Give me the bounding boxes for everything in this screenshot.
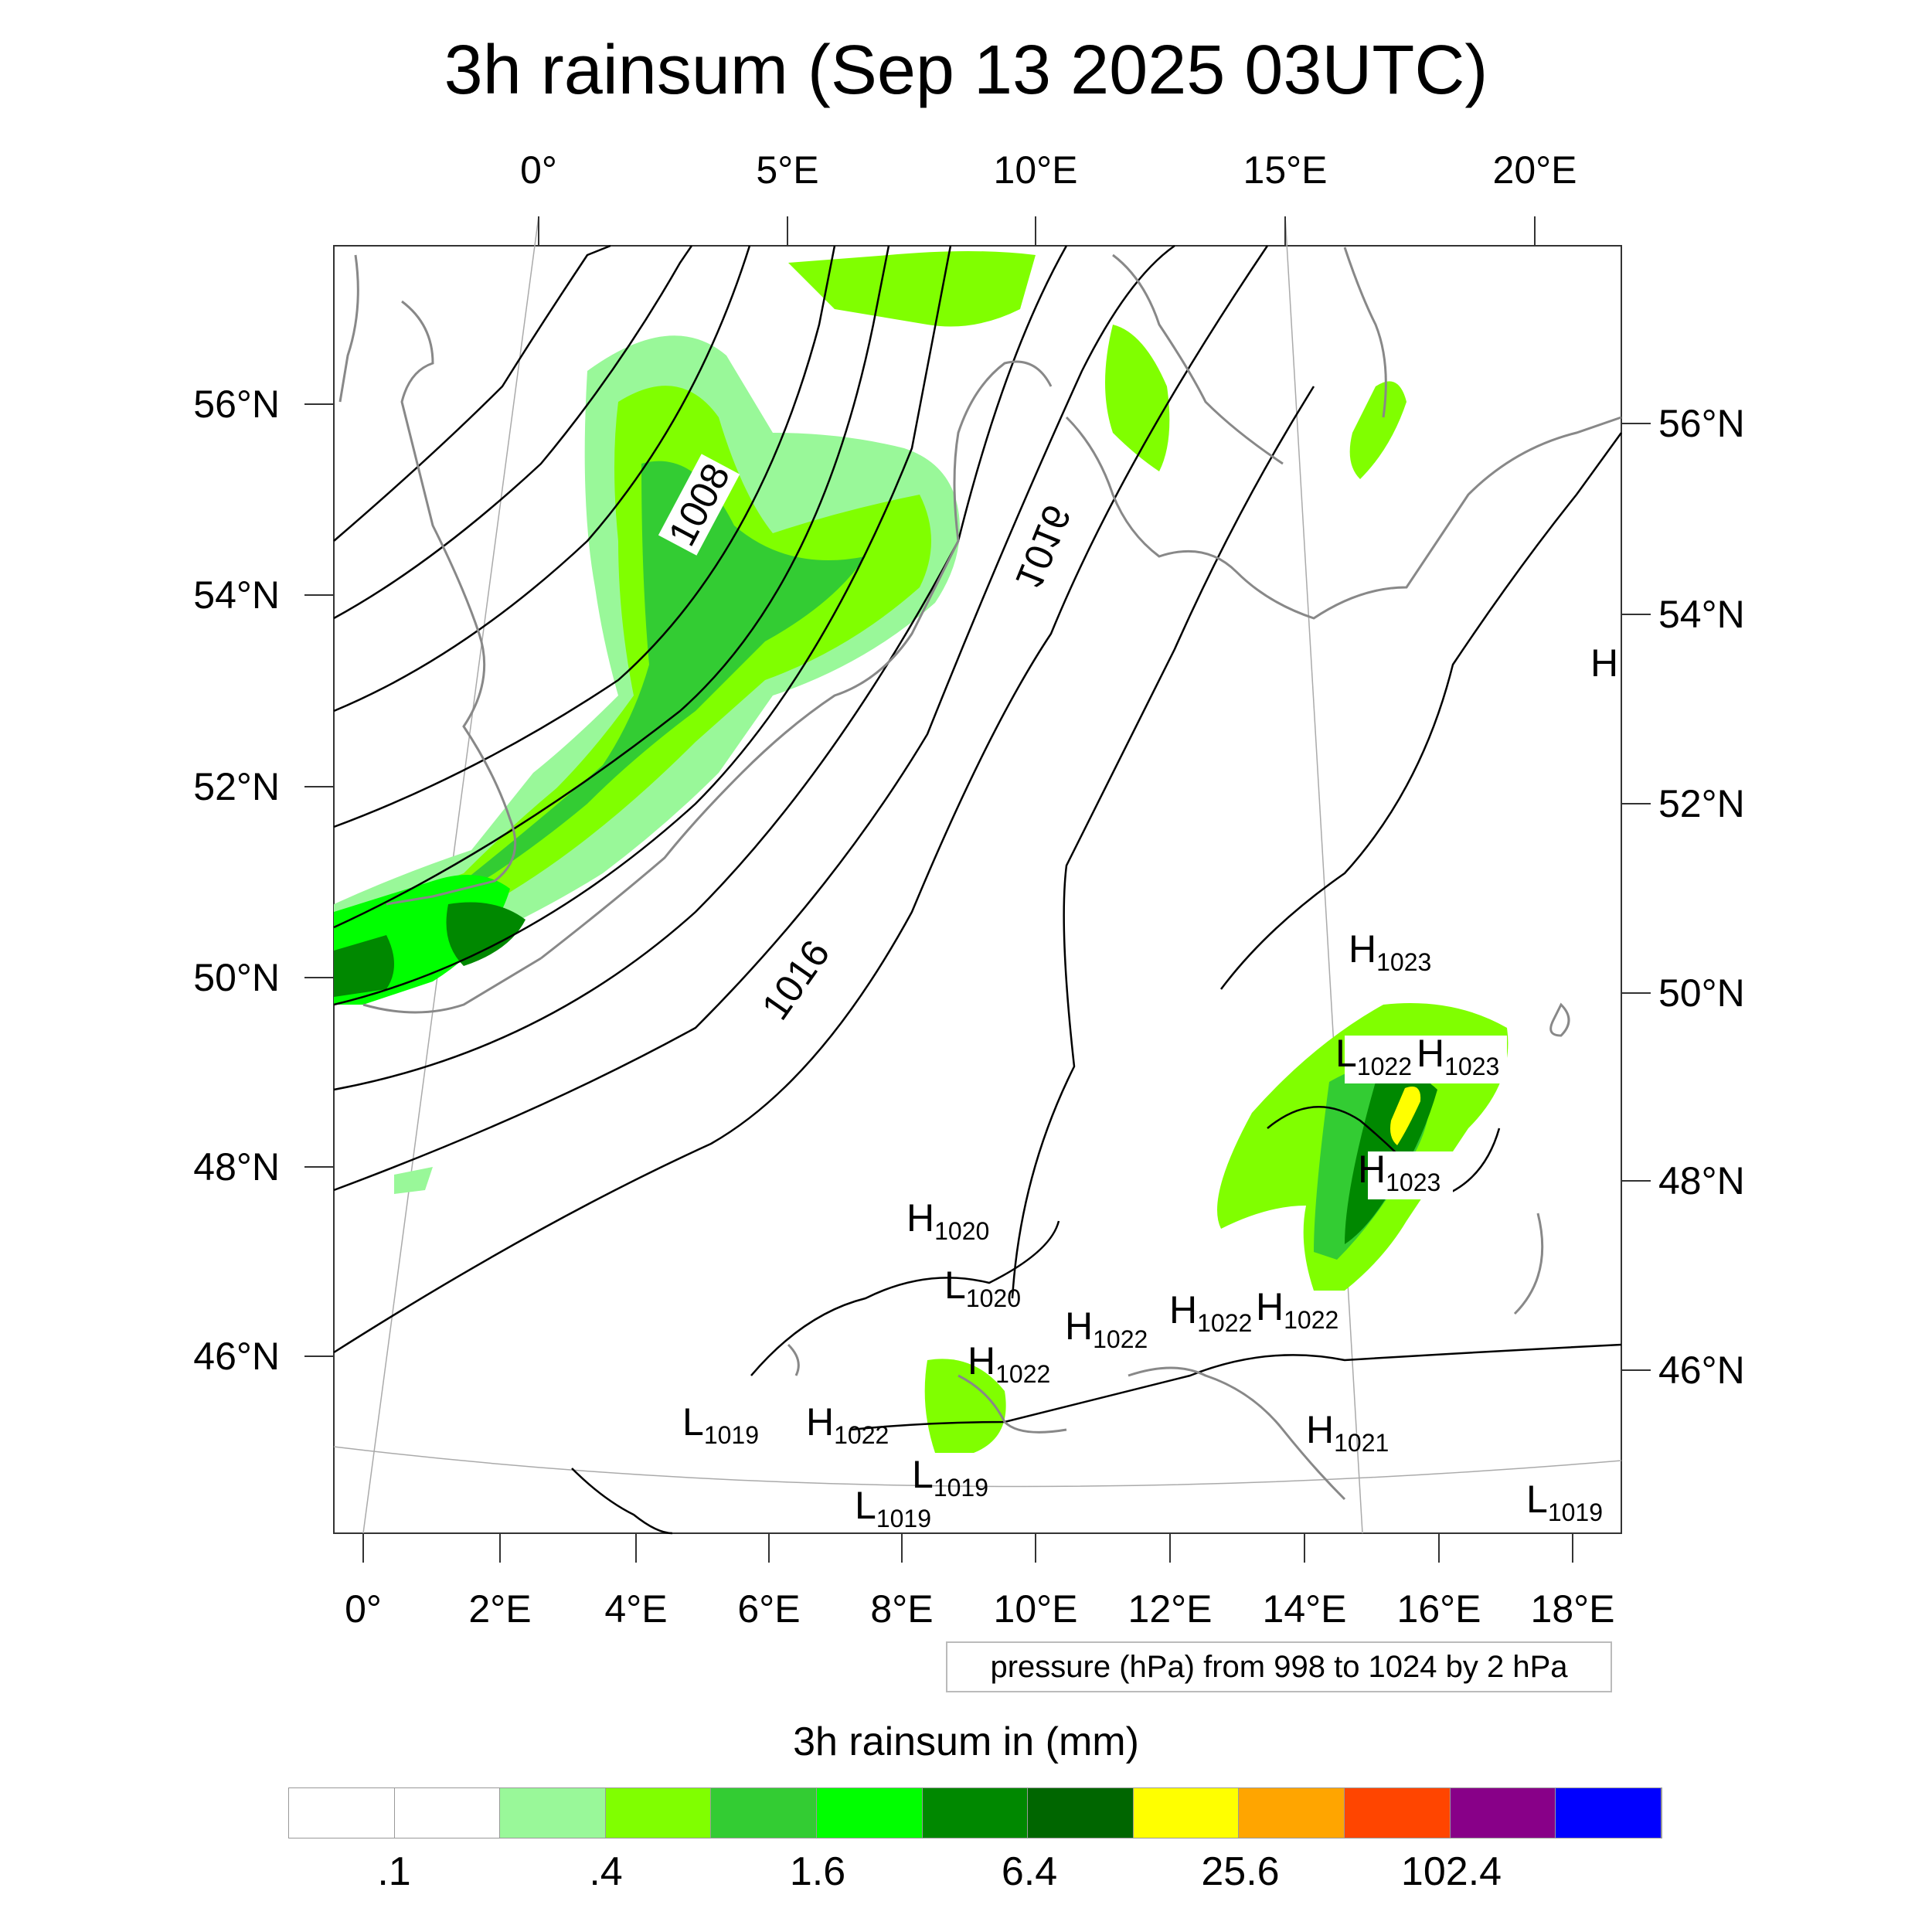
- bottom-lon-label: 6°E: [737, 1587, 801, 1631]
- pressure-center-label: H1023: [1349, 927, 1432, 976]
- pressure-center-label: L1022: [1335, 1032, 1412, 1080]
- colorbar-label: 1.6: [789, 1849, 846, 1894]
- top-lon-label: 0°: [520, 148, 557, 192]
- rain-eastern-peak: [1390, 1087, 1421, 1145]
- rain-moderate-area: [334, 386, 931, 982]
- bottom-lon-label: 10°E: [993, 1587, 1078, 1631]
- colorbar-swatch: [1028, 1788, 1134, 1838]
- colorbar-swatch: [1133, 1788, 1240, 1838]
- bottom-lon-label: 2°E: [468, 1587, 532, 1631]
- map-title: 3h rainsum (Sep 13 2025 03UTC): [444, 32, 1488, 109]
- bottom-lon-label: 12°E: [1128, 1587, 1213, 1631]
- bottom-lon-label: 8°E: [870, 1587, 934, 1631]
- right-lat-label: 48°N: [1658, 1159, 1745, 1202]
- right-lat-label: 52°N: [1658, 782, 1745, 825]
- top-lon-label: 5°E: [756, 148, 819, 192]
- bottom-lon-label: 16°E: [1396, 1587, 1481, 1631]
- bottom-lon-label: 18°E: [1530, 1587, 1615, 1631]
- pressure-center-label: L1019: [855, 1484, 931, 1532]
- pressure-center-label-edge: H: [1590, 641, 1619, 685]
- colorbar-swatch: [1556, 1788, 1662, 1838]
- colorbar-swatch: [1450, 1788, 1556, 1838]
- pressure-center-label: L1019: [912, 1453, 988, 1502]
- rain-scandinavia-area: [1105, 325, 1170, 471]
- colorbar-swatch: [817, 1788, 923, 1838]
- pressure-center-label: H1022: [1065, 1304, 1148, 1353]
- pressure-center-label: H1020: [906, 1196, 990, 1245]
- right-lat-label: 50°N: [1658, 971, 1745, 1015]
- pressure-center-label: H1021: [1306, 1408, 1389, 1457]
- pressure-center-label: L1019: [682, 1400, 759, 1449]
- pressure-center-label: H1022: [968, 1339, 1051, 1388]
- bottom-lon-label: 0°: [345, 1587, 382, 1631]
- colorbar-swatch: [605, 1788, 712, 1838]
- top-lon-label: 10°E: [993, 148, 1078, 192]
- left-lat-label: 48°N: [193, 1145, 280, 1189]
- left-lat-label: 54°N: [193, 573, 280, 617]
- colorbar-label: 6.4: [1001, 1849, 1058, 1894]
- pressure-center-label: H1022: [806, 1400, 889, 1449]
- right-lat-label: 46°N: [1658, 1349, 1745, 1392]
- pressure-center-label: H1022: [1169, 1288, 1253, 1337]
- rain-alps-area: [924, 1359, 1006, 1453]
- rain-north-area: [788, 251, 1036, 327]
- left-lat-label: 46°N: [193, 1335, 280, 1378]
- pressure-note: pressure (hPa) from 998 to 1024 by 2 hPa: [946, 1641, 1612, 1692]
- colorbar-title: 3h rainsum in (mm): [793, 1719, 1139, 1764]
- rain-channel-core: [334, 935, 394, 997]
- left-lat-label: 56°N: [193, 383, 280, 426]
- tick-marks: [304, 216, 1651, 1563]
- colorbar-swatch: [394, 1788, 501, 1838]
- colorbar-label: .4: [589, 1849, 623, 1894]
- right-lat-label: 54°N: [1658, 593, 1745, 636]
- colorbar-swatch: [922, 1788, 1029, 1838]
- colorbar-label: 102.4: [1400, 1849, 1502, 1894]
- rain-heavier-area: [334, 461, 866, 951]
- left-lat-label: 52°N: [193, 765, 280, 808]
- top-lon-label: 20°E: [1492, 148, 1577, 192]
- colorbar: [288, 1787, 1662, 1838]
- colorbar-swatch: [289, 1788, 395, 1838]
- colorbar-label: 25.6: [1201, 1849, 1280, 1894]
- pressure-center-label: L1020: [944, 1264, 1021, 1312]
- colorbar-swatch: [1345, 1788, 1451, 1838]
- bottom-lon-label: 4°E: [604, 1587, 668, 1631]
- pressure-center-label: H1023: [1358, 1148, 1441, 1196]
- colorbar-swatch: [711, 1788, 818, 1838]
- coastlines: [338, 247, 1622, 1501]
- pressure-center-label: H1022: [1256, 1285, 1339, 1334]
- colorbar-label: .1: [377, 1849, 411, 1894]
- bottom-lon-label: 14°E: [1262, 1587, 1347, 1631]
- right-lat-label: 56°N: [1658, 402, 1745, 445]
- rain-baltic-area: [1349, 381, 1406, 479]
- rain-small-patch: [394, 1167, 433, 1194]
- pressure-center-label: H1023: [1417, 1032, 1500, 1080]
- pressure-center-label: L1019: [1526, 1478, 1603, 1526]
- colorbar-swatch: [1239, 1788, 1345, 1838]
- top-lon-label: 15°E: [1243, 148, 1328, 192]
- rain-channel-core-2: [446, 902, 526, 966]
- label-backgrounds: [1345, 1036, 1507, 1199]
- left-lat-label: 50°N: [193, 956, 280, 999]
- colorbar-swatch: [500, 1788, 606, 1838]
